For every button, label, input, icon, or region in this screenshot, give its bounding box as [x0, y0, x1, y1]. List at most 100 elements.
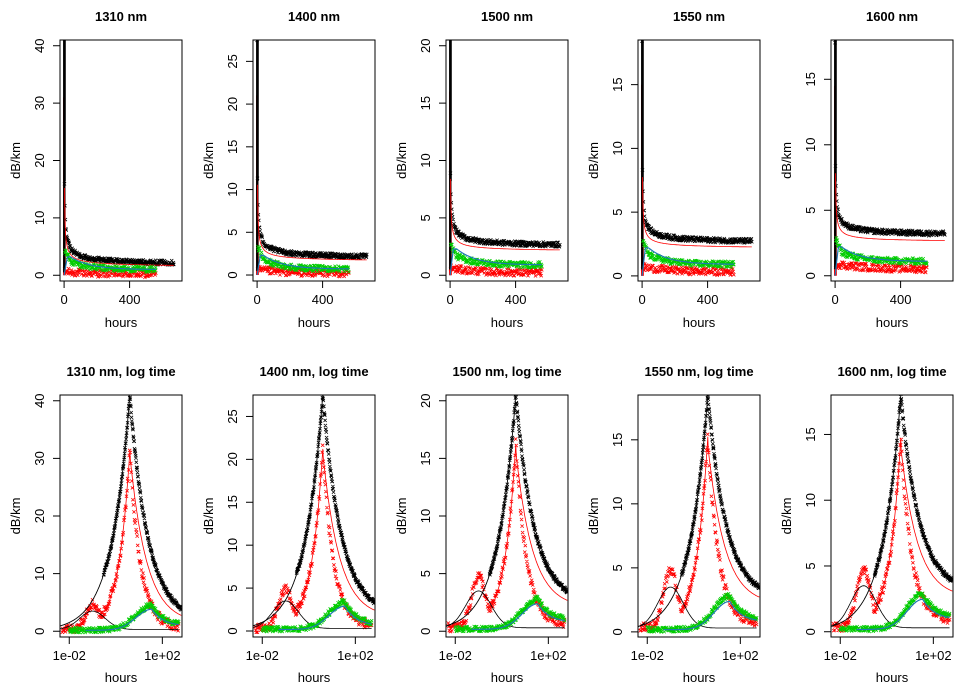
y-tick-label: 25 — [225, 409, 240, 423]
series-black-points — [872, 395, 953, 583]
y-tick-label: 0 — [418, 272, 433, 279]
x-tick-label: 1e-02 — [631, 648, 664, 663]
panel-1: 1310 nm hours dB/km 0 400 0 10 20 30 40 — [8, 9, 183, 330]
plot-area — [60, 395, 182, 635]
plot-area — [253, 395, 375, 635]
x-axis-label: hours — [683, 315, 716, 330]
series-red-points — [446, 437, 567, 634]
panel-9: 1550 nm, log time hours dB/km 1e-02 1e+02 0 5 1… — [586, 364, 761, 685]
plot-area — [831, 395, 953, 634]
y-tick-label: 30 — [32, 96, 47, 110]
y-tick-label: 5 — [610, 564, 625, 571]
panel-title: 1600 nm, log time — [837, 364, 946, 379]
x-tick-label: 1e+02 — [144, 648, 181, 663]
series-black-points — [448, 171, 562, 249]
plot-frame — [252, 394, 376, 638]
y-tick-label: 20 — [225, 452, 240, 466]
y-tick-label: 0 — [225, 627, 240, 634]
y-tick-label: 5 — [610, 209, 625, 216]
x-tick-label: 0 — [638, 292, 645, 307]
y-tick-label: 20 — [418, 394, 433, 408]
x-tick-label: 400 — [890, 292, 912, 307]
panel-10: 1600 nm, log time hours dB/km 1e-02 1e+02 0 5 1… — [779, 364, 954, 685]
series-red-fit — [64, 187, 174, 266]
panel-8: 1500 nm, log time hours dB/km 1e-02 1e+02 0 5 1… — [394, 364, 569, 685]
x-tick-label: 1e-02 — [53, 648, 86, 663]
plot-frame — [252, 39, 376, 282]
y-tick-label: 10 — [610, 497, 625, 511]
y-tick-label: 25 — [225, 54, 240, 68]
y-axis-label: dB/km — [8, 498, 23, 535]
plot-frame — [445, 394, 569, 638]
y-tick-label: 5 — [418, 570, 433, 577]
y-tick-label: 0 — [610, 628, 625, 635]
y-tick-label: 20 — [225, 97, 240, 111]
series-green-points — [63, 248, 158, 274]
series-blue-fit — [834, 246, 927, 276]
panel-6: 1310 nm, log time hours dB/km 1e-02 1e+02 0 10… — [8, 364, 183, 685]
panel-4: 1550 nm hours dB/km 0 400 0 5 10 15 — [586, 9, 761, 330]
series-red-fit — [257, 184, 367, 261]
series-blue-fit — [471, 603, 565, 630]
x-axis-label: hours — [105, 670, 138, 685]
x-axis-label: hours — [876, 670, 909, 685]
series-red-points — [638, 432, 759, 633]
y-tick-label: 10 — [225, 538, 240, 552]
plot-frame — [830, 39, 954, 282]
series-green-points — [834, 236, 929, 266]
y-tick-label: 15 — [418, 96, 433, 110]
series-black-fit — [638, 395, 709, 628]
x-axis-label: hours — [298, 670, 331, 685]
series-green-points — [453, 594, 567, 634]
y-tick-label: 10 — [32, 211, 47, 225]
y-axis-label: dB/km — [779, 142, 794, 179]
series-blue-fit — [641, 247, 734, 276]
series-red-fit — [835, 173, 945, 241]
panel-title: 1310 nm — [95, 9, 147, 24]
series-blue-fit — [63, 256, 156, 276]
y-tick-label: 10 — [803, 493, 818, 507]
y-tick-label: 0 — [803, 628, 818, 635]
series-blue-fit — [449, 248, 542, 276]
series-red-fit — [874, 437, 953, 610]
panel-title: 1400 nm — [288, 9, 340, 24]
y-axis-label: dB/km — [586, 142, 601, 179]
x-tick-label: 1e-02 — [246, 648, 279, 663]
y-tick-label: 0 — [32, 272, 47, 279]
plot-area — [638, 395, 760, 634]
panel-title: 1400 nm, log time — [259, 364, 368, 379]
series-red-points — [831, 437, 952, 633]
panel-3: 1500 nm hours dB/km 0 400 0 5 10 15 20 — [394, 9, 569, 330]
series-black-points — [294, 395, 375, 606]
x-tick-label: 400 — [119, 292, 141, 307]
y-tick-label: 0 — [610, 272, 625, 279]
y-tick-label: 10 — [610, 141, 625, 155]
y-tick-label: 15 — [418, 451, 433, 465]
plot-frame — [830, 394, 954, 638]
y-axis-label: dB/km — [201, 498, 216, 535]
plot-area — [448, 40, 562, 278]
x-axis-label: hours — [298, 315, 331, 330]
series-red-fit — [103, 451, 182, 616]
y-axis-label: dB/km — [779, 498, 794, 535]
series-black-points — [255, 40, 369, 261]
x-axis-label: hours — [683, 670, 716, 685]
series-green-points — [449, 242, 544, 270]
plot-area — [446, 395, 568, 634]
series-blue-fit — [856, 598, 950, 631]
y-tick-label: 15 — [610, 77, 625, 91]
series-red-fit — [450, 178, 560, 251]
panel-title: 1550 nm, log time — [644, 364, 753, 379]
y-tick-label: 40 — [32, 39, 47, 53]
y-axis-label: dB/km — [8, 142, 23, 179]
x-tick-label: 1e+02 — [337, 648, 374, 663]
y-tick-label: 40 — [32, 394, 47, 408]
y-tick-label: 10 — [225, 182, 240, 196]
series-green-points — [645, 591, 759, 634]
y-tick-label: 10 — [418, 509, 433, 523]
series-black-fit — [831, 395, 902, 627]
panel-2: 1400 nm hours dB/km 0 400 0 5 10 15 20 25 — [201, 9, 376, 330]
y-tick-label: 30 — [32, 451, 47, 465]
y-axis-label: dB/km — [586, 498, 601, 535]
